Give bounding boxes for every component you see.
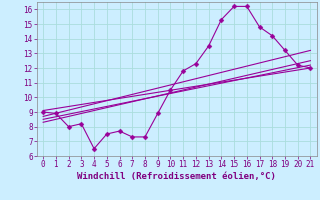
X-axis label: Windchill (Refroidissement éolien,°C): Windchill (Refroidissement éolien,°C) [77, 172, 276, 181]
